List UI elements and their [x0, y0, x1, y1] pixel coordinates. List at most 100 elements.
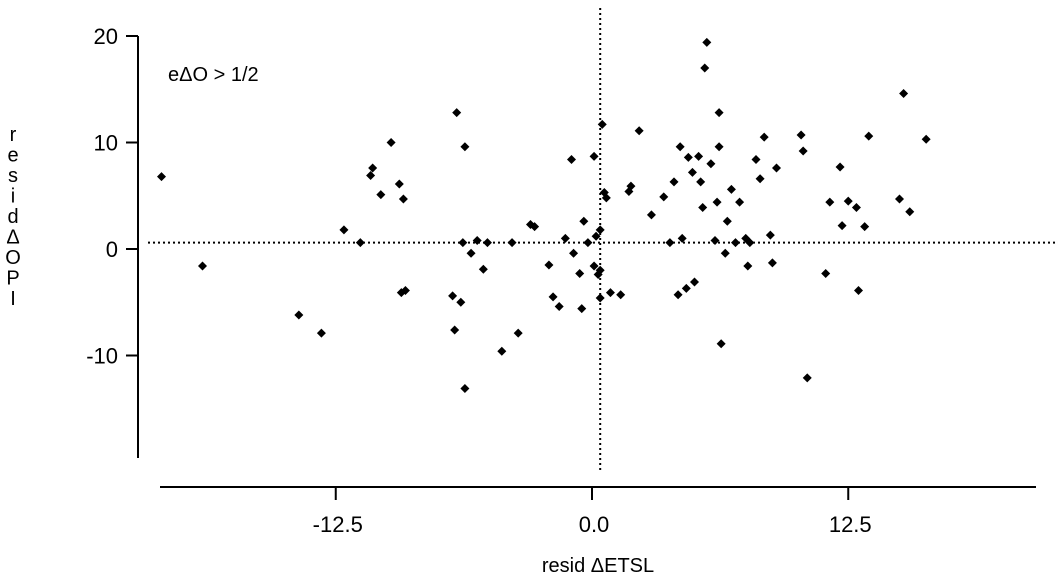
data-point: [479, 265, 488, 274]
data-point: [561, 234, 570, 243]
data-point: [772, 164, 781, 173]
data-point: [387, 138, 396, 147]
y-axis-label-char: r: [10, 124, 17, 146]
data-point: [294, 311, 303, 320]
data-point: [616, 290, 625, 299]
data-point: [549, 292, 558, 301]
data-point: [452, 108, 461, 117]
data-point: [670, 177, 679, 186]
data-point: [797, 131, 806, 140]
data-point: [376, 190, 385, 199]
data-point: [577, 304, 586, 313]
data-point: [756, 174, 765, 183]
data-point: [825, 198, 834, 207]
data-point: [766, 231, 775, 240]
data-point: [450, 325, 459, 334]
data-point: [836, 162, 845, 171]
data-point: [674, 290, 683, 299]
data-point: [596, 293, 605, 302]
y-axis-label-char: e: [7, 145, 18, 167]
axes: -10 0 10 20 -12.5 0.0 12.5: [86, 24, 1036, 537]
data-point: [678, 234, 687, 243]
data-point: [706, 159, 715, 168]
data-point: [575, 269, 584, 278]
y-axis-label-char: P: [6, 268, 19, 290]
data-point: [688, 168, 697, 177]
data-point: [735, 198, 744, 207]
data-point: [555, 302, 564, 311]
data-point: [731, 238, 740, 247]
data-point: [460, 384, 469, 393]
data-point: [467, 249, 476, 258]
data-points: [157, 38, 931, 393]
data-point: [684, 153, 693, 162]
data-point: [721, 249, 730, 258]
data-point: [460, 142, 469, 151]
data-point: [508, 238, 517, 247]
y-tick-label: 20: [94, 24, 118, 49]
data-point: [676, 142, 685, 151]
data-point: [579, 217, 588, 226]
data-point: [752, 155, 761, 164]
data-point: [665, 238, 674, 247]
data-point: [803, 373, 812, 382]
data-point: [922, 135, 931, 144]
data-point: [713, 198, 722, 207]
x-tick-label: 12.5: [829, 512, 872, 537]
data-point: [905, 207, 914, 216]
data-point: [821, 269, 830, 278]
data-point: [598, 120, 607, 129]
data-point: [895, 194, 904, 203]
data-point: [606, 288, 615, 297]
data-point: [799, 147, 808, 156]
data-point: [768, 258, 777, 267]
data-point: [717, 339, 726, 348]
data-point: [700, 63, 709, 72]
data-point: [366, 171, 375, 180]
y-tick-label: 0: [106, 237, 118, 262]
data-point: [590, 152, 599, 161]
data-point: [864, 132, 873, 141]
data-point: [860, 222, 869, 231]
y-tick-label: -10: [86, 344, 118, 369]
data-point: [635, 126, 644, 135]
y-axis-label-char: d: [7, 206, 18, 228]
y-axis-label-char: i: [11, 186, 15, 208]
data-point: [690, 278, 699, 287]
data-point: [544, 260, 553, 269]
y-axis-label-char: O: [5, 247, 21, 269]
data-point: [567, 155, 576, 164]
y-axis-label-char: s: [8, 165, 18, 187]
data-point: [456, 298, 465, 307]
data-point: [483, 238, 492, 247]
y-tick-label: 10: [94, 131, 118, 156]
data-point: [715, 108, 724, 117]
data-point: [844, 197, 853, 206]
data-point: [659, 192, 668, 201]
data-point: [838, 221, 847, 230]
chart-annotation: eΔO > 1/2: [168, 64, 259, 86]
data-point: [702, 38, 711, 47]
x-tick-label: -12.5: [313, 512, 363, 537]
data-point: [198, 262, 207, 271]
data-point: [743, 262, 752, 271]
data-point: [317, 329, 326, 338]
data-point: [694, 152, 703, 161]
data-point: [899, 89, 908, 98]
data-point: [711, 236, 720, 245]
data-point: [473, 236, 482, 245]
data-point: [715, 142, 724, 151]
data-point: [854, 286, 863, 295]
data-point: [727, 185, 736, 194]
data-point: [157, 172, 166, 181]
y-axis-label-char: Δ: [6, 227, 19, 249]
data-point: [514, 329, 523, 338]
x-axis-label: resid ΔETSL: [542, 555, 654, 577]
x-tick-label: 0.0: [579, 512, 610, 537]
data-point: [356, 238, 365, 247]
data-point: [569, 249, 578, 258]
data-point: [395, 180, 404, 189]
data-point: [723, 217, 732, 226]
